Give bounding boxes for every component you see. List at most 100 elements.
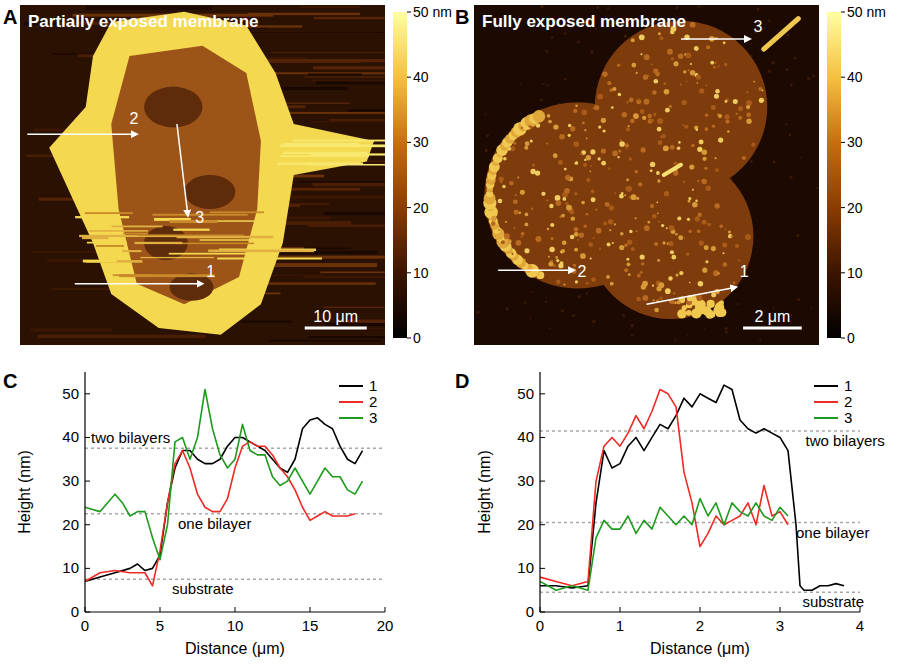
legend: 123: [339, 377, 377, 426]
background-speckle: [812, 75, 815, 78]
series-line: [85, 418, 363, 582]
membrane-speckle: [670, 300, 674, 304]
x-tick-label: 20: [377, 617, 394, 634]
scan-streak: [284, 195, 385, 198]
scan-streak: [309, 336, 385, 338]
membrane-speckle: [671, 57, 674, 60]
membrane-speckle: [719, 225, 723, 229]
scan-streak: [85, 6, 212, 10]
background-speckle: [785, 123, 787, 125]
membrane-speckle: [674, 161, 678, 165]
membrane-speckle: [592, 107, 594, 109]
scan-streak: [241, 32, 385, 33]
legend-label: 2: [369, 393, 377, 410]
profile-line: [681, 38, 750, 40]
background-speckle: [586, 292, 588, 294]
membrane-speckle: [524, 146, 528, 150]
background-speckle: [737, 303, 739, 305]
background-speckle: [703, 328, 705, 330]
membrane-speckle: [746, 118, 751, 123]
colorbar-tick: [841, 207, 845, 208]
membrane-speckle: [580, 253, 586, 259]
membrane-speckle: [689, 230, 692, 233]
background-speckle: [542, 83, 544, 85]
membrane-speckle: [705, 127, 709, 131]
membrane-speckle: [746, 91, 748, 93]
membrane-speckle: [735, 113, 737, 115]
membrane-speckle: [583, 163, 587, 167]
membrane-speckle: [733, 99, 738, 104]
membrane-speckle: [598, 125, 601, 128]
membrane-speckle: [622, 112, 627, 117]
background-speckle: [797, 298, 800, 301]
background-speckle: [810, 307, 812, 309]
profile-line: [498, 269, 574, 271]
y-axis-title: Height (nm): [16, 450, 33, 534]
membrane-speckle: [568, 124, 571, 127]
membrane-speckle: [640, 254, 645, 259]
membrane-rim: [682, 305, 687, 310]
background-speckle: [545, 50, 548, 53]
membrane-speckle: [626, 258, 629, 261]
membrane-speckle: [657, 127, 662, 132]
background-speckle: [624, 34, 627, 37]
scan-streak: [310, 121, 385, 122]
membrane-speckle: [682, 124, 684, 126]
membrane-speckle: [535, 236, 541, 242]
scan-streak: [122, 250, 141, 252]
membrane-speckle: [742, 156, 746, 160]
membrane-speckle: [608, 219, 614, 225]
background-speckle: [800, 157, 802, 159]
membrane-speckle: [636, 72, 638, 74]
scan-streak: [83, 260, 117, 263]
colorbar-tick-label: 30: [847, 134, 863, 150]
membrane-speckle: [684, 237, 686, 239]
membrane-speckle: [530, 140, 533, 143]
series-line: [85, 442, 355, 586]
membrane-speckle: [501, 240, 505, 244]
membrane-speckle: [738, 116, 742, 120]
membrane-speckle: [660, 136, 662, 138]
annotation: one bilayer: [178, 515, 251, 532]
background-speckle: [791, 314, 793, 316]
legend-swatch: [339, 417, 363, 419]
membrane-speckle: [714, 157, 716, 159]
membrane-speckle: [746, 105, 750, 109]
membrane-speckle: [553, 124, 558, 129]
membrane-speckle: [525, 213, 529, 217]
membrane-speckle: [657, 259, 660, 262]
membrane-speckle: [640, 53, 642, 55]
membrane-speckle: [663, 82, 665, 84]
membrane-speckle: [762, 89, 764, 91]
membrane-speckle: [724, 63, 727, 66]
membrane-rim: [533, 110, 546, 123]
membrane-speckle: [675, 273, 678, 276]
panel-letter: A: [3, 6, 17, 28]
membrane-speckle: [566, 205, 572, 211]
membrane-speckle: [697, 229, 701, 233]
background-speckle: [486, 134, 489, 137]
membrane-speckle: [574, 227, 579, 232]
membrane-speckle: [563, 283, 565, 285]
membrane-speckle: [627, 125, 629, 127]
membrane-speckle: [658, 140, 663, 145]
membrane-speckle: [559, 215, 562, 218]
membrane-speckle: [574, 232, 579, 237]
afm-image: [474, 5, 819, 345]
membrane-speckle: [570, 210, 574, 214]
background-speckle: [476, 311, 479, 314]
membrane-hole: [144, 87, 202, 128]
reference-line: [85, 579, 385, 581]
background-speckle: [596, 6, 599, 9]
scan-streak: [30, 328, 112, 331]
membrane-speckle: [690, 22, 696, 28]
panel-title: Fully exposed membrane: [482, 12, 686, 31]
scan-streak: [140, 257, 214, 258]
background-speckle: [790, 176, 793, 179]
membrane-speckle: [683, 70, 686, 73]
membrane-speckle: [638, 182, 642, 186]
membrane-speckle: [548, 256, 550, 258]
background-speckle: [771, 61, 775, 65]
membrane-speckle: [532, 163, 535, 166]
membrane-speckle: [590, 165, 592, 167]
